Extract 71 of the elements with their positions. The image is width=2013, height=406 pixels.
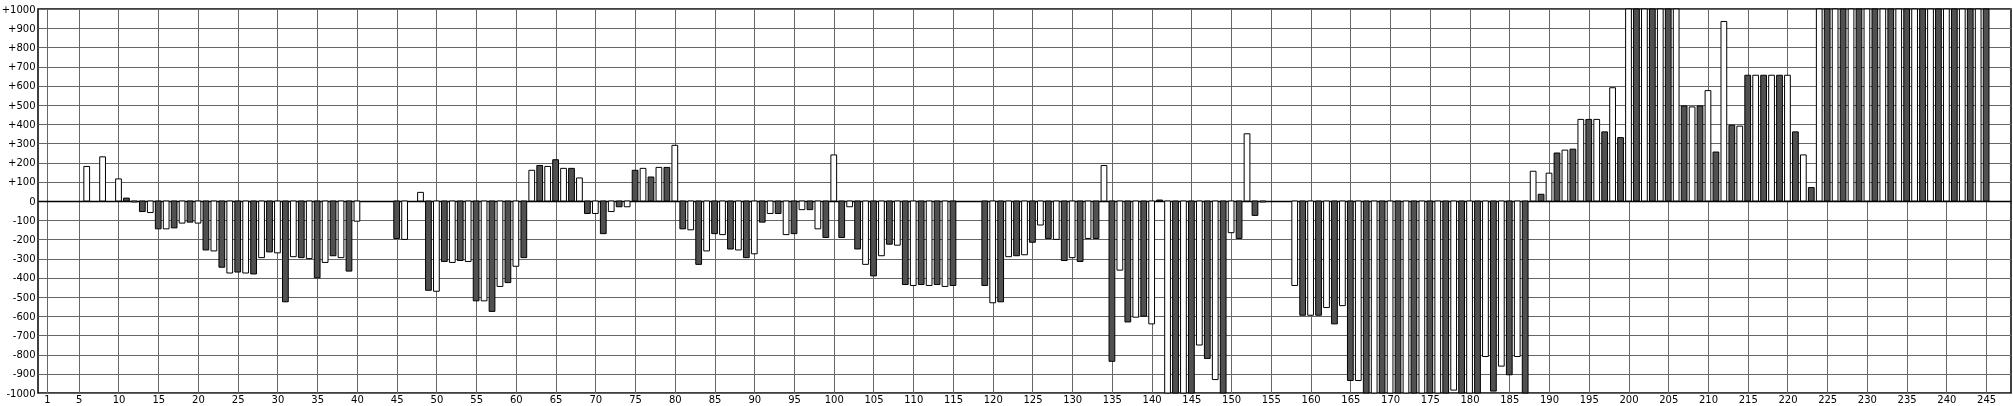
y-tick-label: +800 [8,41,36,53]
x-tick-label: 140 [1142,393,1162,405]
x-tick-label: 150 [1222,393,1242,405]
x-tick-label: 100 [824,393,844,405]
y-tick-label: +600 [8,80,36,92]
x-tick-label: 160 [1301,393,1321,405]
x-tick-label: 155 [1261,393,1281,405]
x-tick-label: 180 [1460,393,1480,405]
x-tick-label: 40 [351,393,364,405]
x-tick-label: 90 [748,393,762,405]
x-tick-label: 85 [708,393,722,405]
x-tick-label: 80 [668,393,682,405]
x-tick-label: 55 [470,393,483,405]
x-tick-label: 175 [1420,393,1440,405]
x-tick-label: 35 [311,393,325,405]
x-tick-label: 165 [1341,393,1361,405]
y-tick-label: -200 [12,233,36,245]
x-tick-label: 145 [1182,393,1202,405]
x-tick-label: 10 [112,393,126,405]
x-tick-label: 70 [589,393,603,405]
x-tick-label: 105 [864,393,884,405]
x-tick-label: 210 [1698,393,1719,405]
x-tick-label: 50 [430,393,444,405]
y-tick-label: 0 [29,195,36,207]
y-tick-label: +200 [8,157,36,169]
x-tick-label: 95 [788,393,801,405]
x-tick-label: 245 [1977,393,1997,405]
y-tick-label: -600 [12,310,36,322]
x-tick-label: 190 [1539,393,1560,405]
x-tick-label: 185 [1500,393,1520,405]
x-tick-label: 130 [1063,393,1083,405]
y-tick-label: -100 [12,214,36,226]
y-tick-label: -300 [12,253,36,265]
y-tick-label: -500 [12,291,36,303]
x-tick-label: 30 [271,393,285,405]
x-tick-label: 125 [1023,393,1043,405]
x-tick-label: 110 [904,393,924,405]
y-tick-label: -700 [12,329,36,341]
x-tick-label: 60 [510,393,523,405]
y-tick-label: +100 [8,176,36,188]
y-tick-label: -400 [12,272,36,284]
y-tick-label: -800 [12,349,36,361]
x-tick-label: 240 [1937,393,1957,405]
x-tick-label: 65 [549,393,563,405]
y-tick-label: -900 [12,368,36,380]
x-tick-label: 205 [1659,393,1679,405]
x-tick-label: 15 [152,393,166,405]
y-tick-label: +500 [8,99,36,111]
x-tick-label: 135 [1102,393,1122,405]
y-tick-label: +700 [8,61,36,73]
x-tick-label: 75 [629,393,642,405]
x-tick-label: 25 [231,393,245,405]
y-tick-label: +300 [8,137,36,149]
x-tick-label: 230 [1857,393,1877,405]
x-tick-label: 5 [76,393,83,405]
y-tick-label: +900 [8,22,36,34]
y-tick-label: +1000 [1,3,36,15]
x-tick-label: 200 [1619,393,1639,405]
x-tick-label: 215 [1738,393,1758,405]
x-tick-label: 220 [1778,393,1798,405]
x-tick-label: 115 [943,393,964,405]
x-tick-label: 170 [1381,393,1401,405]
x-tick-label: 195 [1579,393,1599,405]
x-tick-label: 120 [983,393,1003,405]
x-tick-label: 20 [192,393,205,405]
y-tick-label: +400 [8,118,36,130]
x-tick-label: 225 [1818,393,1838,405]
x-tick-label: 235 [1897,393,1917,405]
x-tick-label: 45 [390,393,404,405]
x-tick-label: 1 [44,393,51,405]
y-tick-label: -1000 [6,387,36,399]
